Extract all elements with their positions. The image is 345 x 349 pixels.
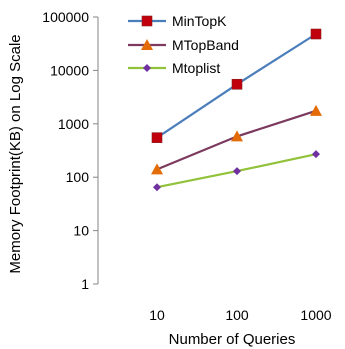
y-tick-label: 100000 bbox=[42, 9, 89, 25]
data-point-diamond bbox=[143, 64, 151, 72]
y-axis-label: Memory Footprint(KB) on Log Scale bbox=[7, 34, 24, 273]
legend-label: Mtoplist bbox=[172, 60, 220, 76]
legend: MinTopK MTopBand Mtoplist bbox=[128, 13, 239, 76]
data-point-diamond bbox=[153, 183, 161, 192]
data-point-triangle bbox=[141, 39, 153, 50]
series-layer bbox=[151, 28, 322, 192]
y-tick-label: 1000 bbox=[58, 116, 89, 132]
data-point-diamond bbox=[312, 150, 320, 159]
legend-item: Mtoplist bbox=[128, 60, 220, 76]
series-mtopband bbox=[151, 104, 322, 175]
data-point-square bbox=[141, 15, 153, 27]
x-axis-label: Number of Queries bbox=[169, 331, 296, 348]
data-point-diamond bbox=[233, 167, 241, 176]
y-tick-label: 100 bbox=[66, 169, 90, 185]
x-ticks: 10 100 1000 bbox=[149, 307, 332, 323]
legend-label: MinTopK bbox=[172, 13, 227, 29]
data-point-square bbox=[151, 132, 163, 143]
y-tick-label: 1 bbox=[81, 276, 89, 292]
y-tick-label: 10000 bbox=[50, 62, 89, 78]
x-tick-label: 1000 bbox=[300, 307, 331, 323]
y-tick-label: 10 bbox=[73, 223, 89, 239]
series-mtoplist bbox=[153, 150, 320, 192]
y-ticks: 1 10 100 1000 10000 100000 bbox=[42, 9, 98, 292]
data-point-triangle bbox=[310, 104, 322, 116]
x-tick-label: 100 bbox=[225, 307, 249, 323]
x-tick-label: 10 bbox=[149, 307, 165, 323]
series-mintopk bbox=[151, 28, 322, 143]
legend-label: MTopBand bbox=[172, 37, 239, 53]
data-point-square bbox=[310, 28, 322, 40]
data-point-triangle bbox=[231, 130, 243, 142]
data-point-square bbox=[231, 78, 243, 90]
data-point-triangle bbox=[151, 163, 163, 175]
legend-item: MTopBand bbox=[128, 37, 239, 53]
legend-item: MinTopK bbox=[128, 13, 227, 29]
